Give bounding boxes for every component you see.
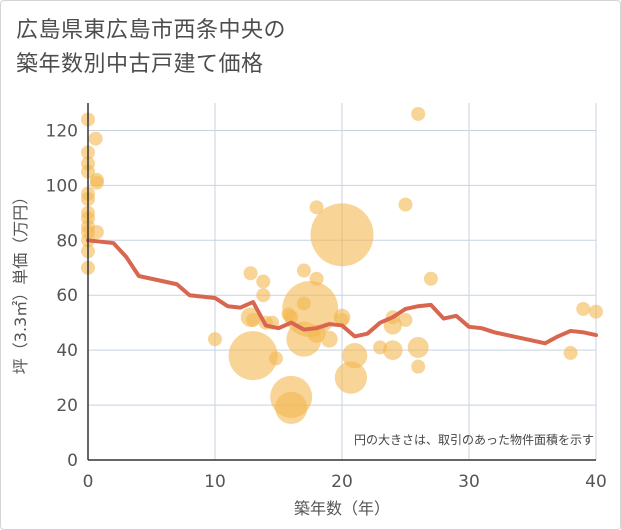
y-tick-label: 20 — [56, 396, 78, 416]
x-tick-label: 30 — [458, 472, 480, 492]
y-tick-label: 120 — [46, 121, 78, 141]
data-bubble — [208, 332, 222, 347]
data-bubble — [320, 330, 338, 348]
data-bubble — [309, 200, 324, 215]
data-bubble — [243, 266, 258, 281]
y-tick-label: 60 — [56, 286, 78, 306]
data-bubble — [256, 274, 271, 289]
data-bubble — [309, 271, 324, 286]
bubble-layer — [81, 106, 603, 424]
x-tick-label: 40 — [585, 472, 607, 492]
data-bubble — [589, 304, 603, 319]
data-bubble — [296, 263, 311, 278]
data-bubble — [383, 340, 403, 360]
chart-title-line1: 広島県東広島市西条中央の — [16, 18, 287, 43]
y-tick-label: 100 — [46, 176, 78, 196]
data-bubble — [334, 361, 367, 394]
data-bubble — [256, 288, 271, 303]
data-bubble — [89, 175, 104, 190]
data-bubble — [246, 312, 261, 327]
data-bubble — [88, 131, 103, 146]
tick-labels: 0 20 40 60 80 100 120 0 10 20 30 40 — [46, 121, 607, 492]
data-bubble — [423, 271, 438, 286]
axes — [87, 103, 596, 461]
y-tick-label: 40 — [56, 341, 78, 361]
y-tick-label: 80 — [56, 231, 78, 251]
data-bubble — [268, 351, 283, 366]
chart-title-line2: 築年数別中古戸建て価格 — [16, 52, 264, 77]
trend-line — [86, 238, 598, 346]
x-axis-title: 築年数（年） — [294, 499, 390, 518]
y-tick-label: 0 — [67, 451, 78, 471]
data-bubble — [411, 359, 426, 374]
data-bubble — [576, 301, 591, 316]
trend-line-layer — [86, 238, 598, 346]
data-bubble — [398, 197, 413, 212]
chart-title: 広島県東広島市西条中央の 築年数別中古戸建て価格 — [16, 14, 286, 82]
data-bubble — [310, 203, 374, 267]
data-bubble — [282, 280, 339, 337]
x-tick-label: 20 — [331, 472, 353, 492]
data-bubble — [407, 336, 429, 358]
x-tick-label: 10 — [204, 472, 226, 492]
chart-note: 円の大きさは、取引のあった物件面積を示す — [354, 432, 594, 447]
data-bubble — [275, 391, 308, 424]
data-bubble — [411, 106, 426, 121]
data-bubble — [342, 343, 368, 369]
data-bubble — [228, 331, 278, 381]
data-bubble — [563, 345, 578, 360]
y-axis-title: 坪（3.3㎡）単価（万円） — [11, 189, 30, 374]
x-tick-label: 0 — [83, 472, 94, 492]
data-bubble — [89, 225, 104, 240]
data-bubble — [398, 312, 413, 327]
